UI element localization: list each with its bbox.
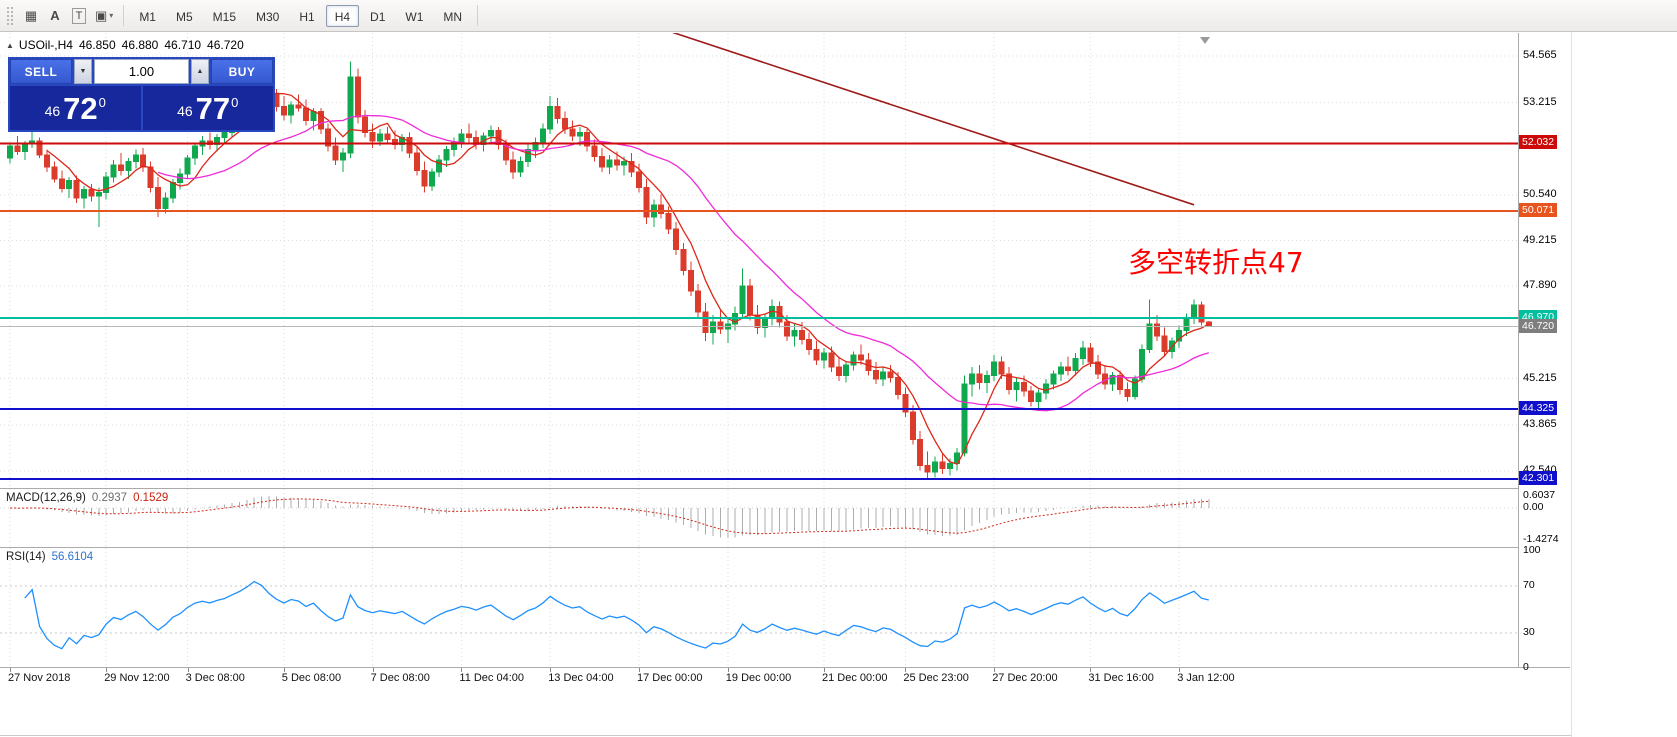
time-axis-tick <box>187 668 189 672</box>
rsi-pane[interactable]: RSI(14) 56.6104 <box>0 547 1518 668</box>
expand-triangle-icon[interactable]: ▲ <box>6 40 14 50</box>
toolbar-grip <box>6 5 13 26</box>
time-axis-label: 3 Dec 08:00 <box>185 672 245 684</box>
right-margin <box>1571 32 1677 737</box>
time-axis-label: 7 Dec 08:00 <box>370 672 430 684</box>
main-chart-pane[interactable]: ▲ USOil-,H4 46.850 46.880 46.710 46.720 … <box>0 33 1518 488</box>
time-axis-tick <box>550 668 552 672</box>
toolbar-separator <box>477 5 479 26</box>
macd-scale-label: 0.6037 <box>1523 489 1556 502</box>
timeframe-button-h4[interactable]: H4 <box>325 4 360 27</box>
quote-low: 46.710 <box>164 38 202 52</box>
rsi-scale-label: 30 <box>1523 625 1535 638</box>
chart-shift-marker[interactable] <box>1200 37 1210 44</box>
draw-objects-icon[interactable]: ▣ ▾ <box>91 4 117 28</box>
time-axis-tick <box>1090 668 1092 672</box>
drawing-tools-group: ▦ A T ▣ ▾ <box>19 4 117 28</box>
candlestick-chart <box>0 33 1518 488</box>
time-axis[interactable]: 27 Nov 2018 29 Nov 12:00 3 Dec 08:00 5 Dec … <box>0 667 1570 691</box>
quote-close: 46.720 <box>207 38 244 52</box>
toolbar-separator <box>123 5 125 26</box>
time-axis-label: 5 Dec 08:00 <box>281 672 342 684</box>
quote-high: 46.880 <box>121 38 159 52</box>
price-tick-label: 47.890 <box>1523 279 1557 292</box>
price-line-label: 52.032 <box>1519 135 1558 150</box>
macd-scale-label: 0.00 <box>1523 501 1544 513</box>
macd-pane[interactable]: MACD(12,26,9) 0.2937 0.1529 <box>0 488 1518 547</box>
time-axis-label: 19 Dec 00:00 <box>725 672 792 684</box>
timeframe-button-m5[interactable]: M5 <box>167 5 202 27</box>
time-axis-label: 27 Nov 2018 <box>8 672 71 684</box>
timeframe-button-d1[interactable]: D1 <box>361 5 394 27</box>
one-click-trade-panel: SELL ▼ ▲ BUY 46 72 0 46 77 0 <box>8 57 275 132</box>
time-axis-tick <box>824 668 825 672</box>
sell-button[interactable]: SELL <box>10 59 72 84</box>
timeframe-button-w1[interactable]: W1 <box>396 5 432 27</box>
text-boxed-t-tool-icon[interactable]: T <box>67 4 91 28</box>
price-tick-label: 54.565 <box>1523 48 1557 61</box>
price-line-label: 46.720 <box>1519 318 1558 333</box>
timeframe-button-m15[interactable]: M15 <box>204 5 245 27</box>
timeframe-group: M1 M5 M15 M30 H1 H4 D1 W1 MN <box>130 4 471 27</box>
macd-chart <box>0 489 1518 547</box>
buy-button[interactable]: BUY <box>211 59 273 84</box>
rsi-scale-label: 70 <box>1523 578 1535 591</box>
price-tick-label: 53.215 <box>1523 95 1557 108</box>
quote-line: ▲ USOil-,H4 46.850 46.880 46.710 46.720 <box>6 38 244 52</box>
price-tick-label: 43.865 <box>1523 418 1557 431</box>
time-axis-label: 11 Dec 04:00 <box>459 672 525 684</box>
price-tick-label: 45.215 <box>1523 371 1557 384</box>
price-line-label: 50.071 <box>1519 202 1558 217</box>
time-axis-label: 21 Dec 00:00 <box>822 672 888 684</box>
quote-open: 46.850 <box>78 38 116 52</box>
time-axis-label: 13 Dec 04:00 <box>548 672 614 684</box>
time-axis-tick <box>372 668 374 672</box>
time-axis-label: 25 Dec 23:00 <box>903 672 969 684</box>
time-axis-tick <box>905 668 907 672</box>
symbol-period-label: USOil-,H4 <box>18 38 73 52</box>
time-axis-label: 27 Dec 20:00 <box>992 672 1058 684</box>
timeframe-button-m30[interactable]: M30 <box>247 5 288 27</box>
sell-price-display[interactable]: 46 72 0 <box>10 86 141 130</box>
volume-input[interactable] <box>94 59 189 84</box>
rsi-label: RSI(14) 56.6104 <box>6 551 94 563</box>
rsi-scale-label: 0 <box>1523 661 1529 673</box>
macd-label: MACD(12,26,9) 0.2937 0.1529 <box>6 492 169 504</box>
chart-text-annotation: 多空转折点47 <box>1128 246 1304 279</box>
time-axis-tick <box>106 668 108 672</box>
price-tick-label: 50.540 <box>1523 187 1557 200</box>
price-tick-label: 49.215 <box>1523 233 1557 246</box>
rsi-chart <box>0 548 1518 668</box>
rsi-scale-label: 100 <box>1523 543 1541 556</box>
price-scale[interactable]: 54.565 53.215 50.540 49.215 47.890 45.215 43.8… <box>1518 33 1571 673</box>
timeframe-button-h1[interactable]: H1 <box>290 5 323 27</box>
timeframe-button-m1[interactable]: M1 <box>130 5 165 27</box>
time-axis-label: 31 Dec 16:00 <box>1088 672 1154 684</box>
text-a-tool-icon[interactable]: A <box>43 4 67 28</box>
price-line-label: 44.325 <box>1519 401 1558 416</box>
time-axis-tick <box>994 668 996 672</box>
volume-increase-button[interactable]: ▲ <box>191 59 209 84</box>
price-line-label: 42.301 <box>1519 471 1558 486</box>
top-toolbar: ▦ A T ▣ ▾ M1 M5 M15 M30 H1 H4 D1 W1 MN <box>0 0 1677 32</box>
time-axis-label: 17 Dec 00:00 <box>637 672 703 684</box>
time-axis-tick <box>10 668 11 672</box>
timeframe-button-mn[interactable]: MN <box>434 5 471 27</box>
time-axis-tick <box>639 668 640 672</box>
grid-dots-icon[interactable]: ▦ <box>19 4 43 28</box>
time-axis-tick <box>1179 668 1181 672</box>
dropdown-caret-icon: ▾ <box>109 11 114 20</box>
time-axis-tick <box>461 668 463 672</box>
terminal-strip <box>0 690 1571 736</box>
volume-decrease-button[interactable]: ▼ <box>74 59 92 84</box>
time-axis-tick <box>727 668 729 672</box>
macd-scale-label: -1.4274 <box>1523 532 1559 545</box>
time-axis-label: 29 Nov 12:00 <box>104 672 170 684</box>
buy-price-display[interactable]: 46 77 0 <box>142 86 273 130</box>
time-axis-label: 3 Jan 12:00 <box>1177 672 1235 684</box>
time-axis-tick <box>283 668 285 672</box>
